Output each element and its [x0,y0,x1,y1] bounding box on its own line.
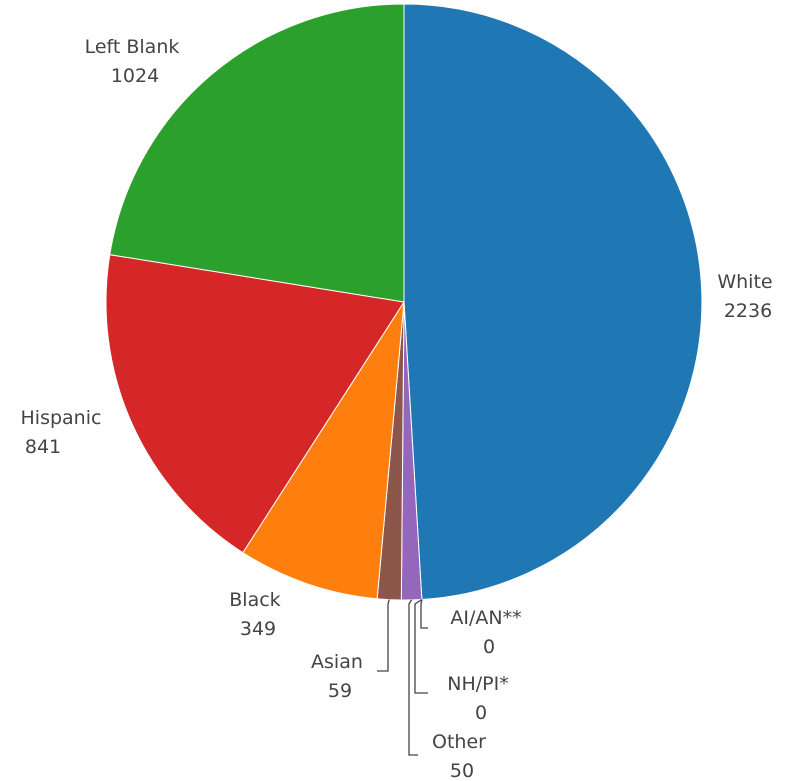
leader-line-asian [377,599,390,672]
slice-label-nh-pi-name: NH/PI* [447,673,508,695]
slice-label-other: Other 50 [432,731,492,781]
leader-line-other [408,599,418,756]
slice-label-black-name: Black [229,589,280,611]
slice-label-left-blank-value: 1024 [111,65,159,87]
slice-label-black-value: 349 [240,618,276,640]
slice-label-ai-an-value: 0 [483,636,495,658]
pie-slice-black [242,301,405,600]
slice-label-white-value: 2236 [724,300,772,322]
slice-label-ai-an-name: AI/AN** [450,607,521,629]
slice-label-asian: Asian 59 [311,651,369,702]
slice-label-black: Black 349 [229,589,286,640]
pie-slice-left-blank [109,3,405,303]
label-leader-lines [377,598,428,756]
leader-line-nh-pi [414,598,428,694]
slice-label-other-name: Other [432,731,486,753]
slice-label-ai-an: AI/AN** 0 [450,607,527,658]
slice-label-left-blank: Left Blank 1024 [85,36,186,87]
pie-slice-white [403,3,703,600]
slice-label-white: White 2236 [717,271,778,322]
pie-slice-hispanic [105,254,405,554]
slice-label-left-blank-name: Left Blank [85,36,180,58]
slice-label-nh-pi: NH/PI* 0 [447,673,515,724]
slice-label-white-name: White [717,271,772,293]
pie-slices [105,3,703,601]
leader-line-ai-an [420,599,428,629]
slice-label-other-value: 50 [450,760,474,781]
slice-label-hispanic: Hispanic 841 [21,407,108,458]
slice-label-nh-pi-value: 0 [475,702,487,724]
slice-label-asian-name: Asian [311,651,363,673]
slice-label-hispanic-value: 841 [25,436,61,458]
slice-labels: White 2236 Left Blank 1024 Hispanic 841 … [21,36,778,781]
slice-label-asian-value: 59 [328,680,352,702]
slice-label-hispanic-name: Hispanic [21,407,102,429]
